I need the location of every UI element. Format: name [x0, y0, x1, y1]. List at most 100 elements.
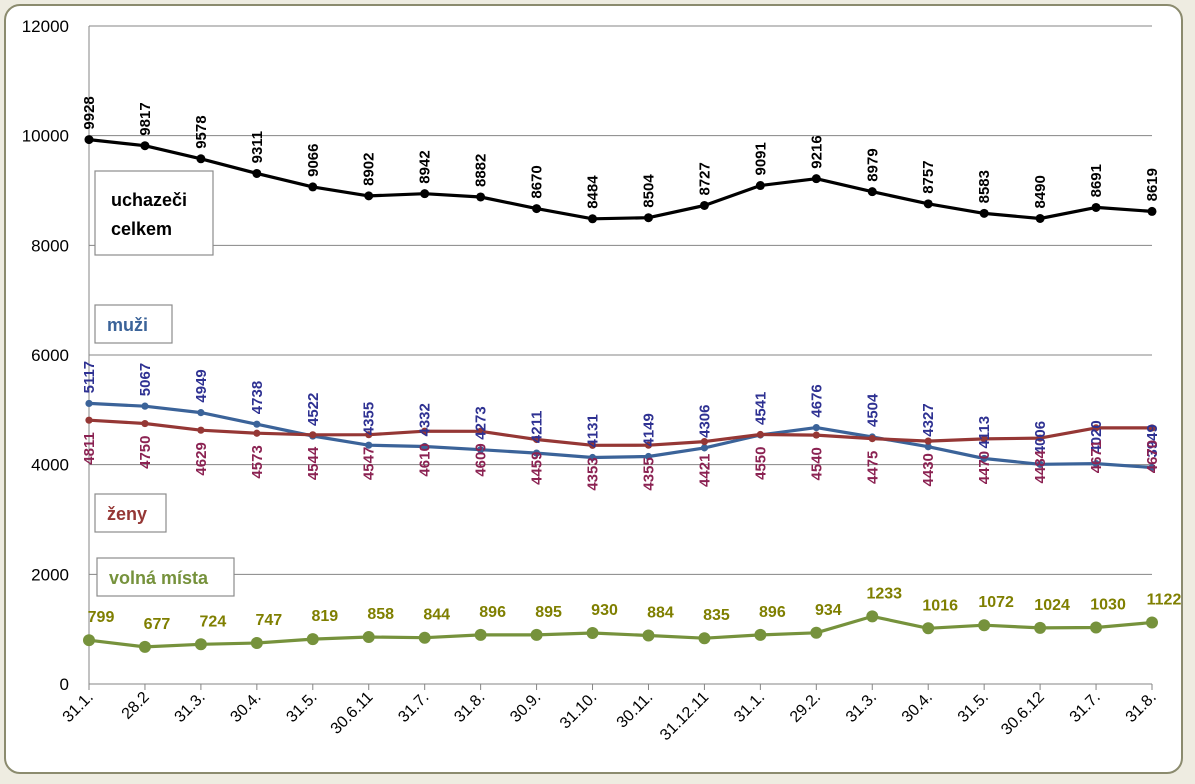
data-point [698, 632, 711, 645]
series-line [88, 138, 1153, 221]
data-label: 896 [759, 604, 786, 621]
data-point [644, 452, 653, 461]
data-point [418, 631, 431, 644]
data-label: 844 [423, 607, 450, 624]
data-point [197, 409, 205, 417]
data-point [642, 629, 655, 642]
data-label: 4540 [808, 447, 825, 480]
x-tick-label: 31.10. [557, 689, 600, 732]
data-point [476, 192, 486, 202]
data-label: 9091 [752, 142, 769, 175]
data-label: 8619 [1144, 168, 1161, 201]
data-label: 4459 [529, 452, 546, 485]
y-tick-label: 6000 [31, 346, 69, 365]
data-label: 8691 [1088, 164, 1105, 197]
data-point [588, 214, 598, 224]
data-label: 3949 [1144, 424, 1161, 457]
data-label: 858 [367, 606, 394, 623]
data-point [1148, 463, 1156, 472]
data-label: 8882 [473, 154, 490, 187]
data-point [308, 182, 318, 192]
data-point [252, 168, 262, 178]
data-label: 1030 [1090, 597, 1126, 614]
data-point [924, 443, 932, 451]
data-point [699, 200, 709, 210]
data-point [138, 640, 151, 653]
data-point [867, 187, 877, 197]
legend-boxes: uchazeči celkem muži ženy volná místa [94, 170, 235, 597]
data-label: 747 [255, 612, 282, 629]
data-label: 4327 [920, 403, 937, 436]
legend-label: volná místa [109, 568, 209, 588]
data-label: 4273 [473, 406, 490, 439]
series-line [88, 418, 1152, 447]
data-label: 8484 [585, 175, 602, 209]
data-label: 724 [200, 613, 227, 630]
data-label: 4671 [1088, 440, 1105, 473]
x-tick-label: 31.3. [172, 689, 209, 726]
data-label: 4355 [361, 402, 378, 435]
data-point [923, 199, 933, 209]
data-point [1148, 424, 1156, 432]
data-label: 4738 [249, 381, 266, 414]
data-label: 4610 [417, 443, 434, 476]
x-tick-label: 31.1. [60, 689, 97, 726]
data-point [253, 420, 261, 428]
x-tick-label: 31.12.11 [657, 689, 712, 744]
data-label: 930 [591, 602, 618, 619]
data-point [84, 135, 94, 145]
data-label: 4547 [361, 447, 378, 480]
data-label: 4573 [249, 445, 266, 478]
data-label: 884 [647, 605, 674, 622]
data-label: 5067 [137, 363, 154, 396]
data-point [866, 610, 879, 623]
data-point [532, 449, 541, 457]
data-point [1147, 206, 1157, 216]
series-line [88, 401, 1153, 470]
data-label: 835 [703, 607, 730, 624]
x-axis: 31.1. 28.2 31.3. 30.4. 31.5. 30.6.11 31.7. 31.8… [60, 26, 1160, 744]
data-label: 4149 [641, 413, 658, 446]
y-tick-label: 12000 [22, 17, 69, 36]
data-label: 4949 [193, 369, 210, 402]
data-point [924, 437, 932, 445]
data-label: 4475 [864, 451, 881, 484]
data-point [194, 638, 207, 651]
data-label: 8979 [864, 148, 881, 181]
x-tick-label: 31.5. [283, 689, 320, 726]
data-label: 8670 [529, 165, 546, 198]
data-point [644, 441, 653, 449]
data-point [1035, 213, 1045, 223]
data-label: 896 [479, 604, 506, 621]
data-label: 4629 [193, 442, 210, 475]
data-label: 5117 [81, 361, 98, 394]
x-tick-label: 31.7. [395, 689, 432, 726]
data-label: 8583 [976, 170, 993, 203]
data-point [306, 633, 319, 646]
data-label: 9928 [81, 96, 98, 129]
data-point [755, 181, 765, 191]
series-line [88, 614, 1153, 649]
legend-box [94, 170, 214, 256]
data-point [643, 213, 653, 223]
data-label: 4211 [529, 411, 546, 444]
data-point [365, 431, 373, 439]
data-point [250, 637, 263, 650]
data-point [1034, 621, 1047, 634]
data-point [421, 427, 429, 435]
data-point [141, 402, 149, 410]
data-point [421, 442, 429, 451]
data-point [922, 622, 935, 635]
data-label: 4430 [920, 453, 937, 486]
legend-box [94, 304, 173, 344]
data-label: 8490 [1032, 175, 1049, 208]
x-tick-label: 30.11. [614, 689, 657, 732]
data-point [754, 628, 767, 641]
data-point [532, 204, 542, 214]
data-point [83, 634, 95, 647]
x-tick-label: 31.5. [955, 689, 992, 726]
x-tick-label: 28.2 [119, 689, 153, 723]
data-point [309, 431, 317, 439]
